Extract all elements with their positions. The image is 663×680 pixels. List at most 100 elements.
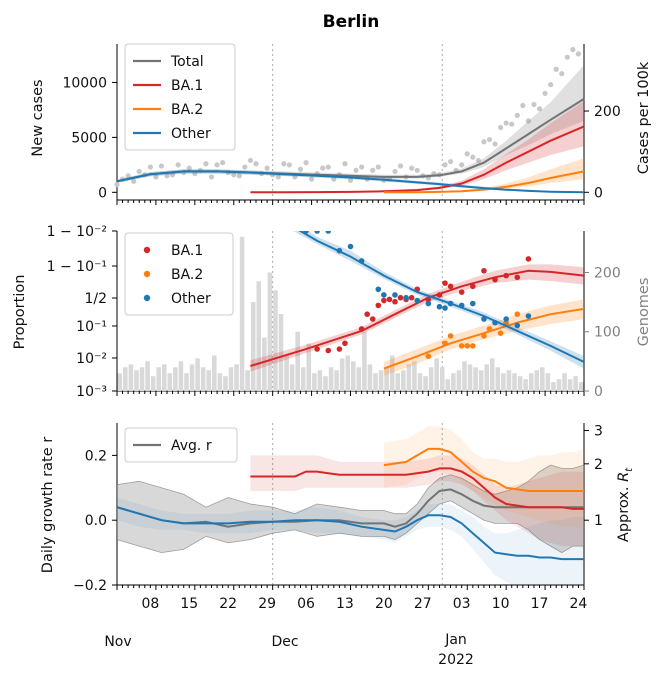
genome-bar [484, 364, 489, 391]
panel-cases: 0 5000 10000 0 200 Total BA.1 BA.2 Other [62, 43, 621, 205]
proportion-point [503, 316, 509, 322]
case-point [559, 71, 565, 77]
band-ba1 [250, 264, 584, 372]
line-ba1 [250, 269, 584, 367]
case-point [236, 173, 242, 179]
legend-box [124, 43, 236, 151]
proportion-point [481, 333, 487, 339]
case-point [186, 165, 192, 171]
proportion-point [392, 298, 398, 305]
case-point [464, 151, 470, 157]
month-label-nov: Nov [104, 634, 131, 650]
x-tick-label: 20 [375, 596, 393, 612]
proportion-point [314, 231, 320, 234]
genome-bar [295, 331, 300, 391]
proportion-point [358, 258, 365, 264]
genome-bar [139, 367, 145, 391]
proportion-point [342, 340, 348, 347]
genome-bar [156, 367, 161, 391]
proportion-point [464, 343, 471, 349]
panel2-y2label: Genomes [636, 278, 652, 347]
genome-bar [528, 373, 534, 391]
genome-bar [167, 373, 173, 391]
proportion-point [381, 292, 387, 298]
proportion-point [503, 272, 509, 279]
case-point [525, 118, 532, 124]
case-point [481, 139, 487, 145]
genome-bar [339, 358, 345, 391]
genome-bar [478, 370, 484, 391]
chart-title: Berlin [323, 12, 380, 32]
genome-bar [401, 370, 406, 391]
genome-bar [495, 367, 501, 391]
y2-tick-label: 200 [594, 104, 621, 120]
genome-bar [334, 370, 339, 391]
case-point [114, 182, 120, 188]
proportion-point [525, 313, 532, 319]
y-tick-label: 1/2 [84, 291, 107, 307]
proportion-point [375, 286, 382, 293]
genome-bar [534, 370, 540, 391]
case-point [158, 163, 165, 169]
case-point [281, 161, 287, 167]
genome-bar [373, 373, 378, 391]
line-other [298, 231, 584, 363]
band-ba2 [383, 158, 584, 193]
y2-tick-label: 2 [594, 457, 603, 473]
genome-bar [423, 376, 428, 391]
genome-bar [556, 379, 562, 391]
case-point [359, 164, 365, 170]
legend-swatch [143, 246, 151, 254]
case-point [308, 176, 315, 182]
genome-bar [184, 373, 189, 391]
proportion-point [514, 322, 521, 329]
case-point [147, 164, 153, 170]
proportion-point [492, 276, 498, 283]
case-point [459, 162, 465, 168]
proportion-point [392, 292, 398, 298]
y2-tick-label: 200 [594, 265, 621, 281]
y-tick-label: 10⁻² [76, 351, 107, 367]
genome-bar [223, 376, 228, 391]
genome-bar [300, 367, 306, 391]
x-tick-label: 29 [258, 596, 276, 612]
case-point [498, 124, 504, 131]
legend-label: Total [170, 54, 204, 70]
case-point [136, 168, 142, 175]
y-tick-label: 1 − 10⁻² [47, 224, 107, 240]
proportion-point [325, 347, 332, 354]
case-point [447, 158, 454, 165]
proportion-point [442, 340, 448, 347]
genome-bar [467, 364, 473, 391]
y-tick-label: 1 − 10⁻¹ [47, 259, 107, 275]
y2-tick-label: 100 [594, 325, 621, 341]
case-point [286, 162, 292, 168]
case-point [553, 66, 559, 72]
proportion-point [458, 289, 465, 295]
proportion-point [336, 346, 343, 352]
case-point [470, 154, 476, 160]
y2-tick-label: 1 [594, 513, 603, 529]
month-label-dec: Dec [271, 634, 298, 650]
genome-bar [323, 376, 328, 391]
y2-tick-label: 0 [594, 384, 603, 400]
genome-bar [540, 367, 545, 391]
proportion-point [492, 319, 498, 326]
proportion-point [470, 283, 476, 290]
genome-bar [445, 379, 451, 391]
genome-bar [456, 370, 462, 391]
proportion-point [358, 326, 365, 332]
genome-bar [451, 373, 456, 391]
proportion-point [436, 303, 443, 310]
case-point [208, 174, 215, 180]
genome-bar [328, 367, 334, 391]
genome-bar [523, 379, 528, 391]
genome-bar [473, 367, 478, 391]
line-ba1 [250, 467, 584, 510]
case-point [503, 120, 509, 126]
genome-bar [567, 379, 573, 391]
case-point [442, 162, 448, 168]
case-point [303, 160, 309, 166]
x-tick-label: 15 [180, 596, 198, 612]
proportion-point [369, 316, 376, 322]
